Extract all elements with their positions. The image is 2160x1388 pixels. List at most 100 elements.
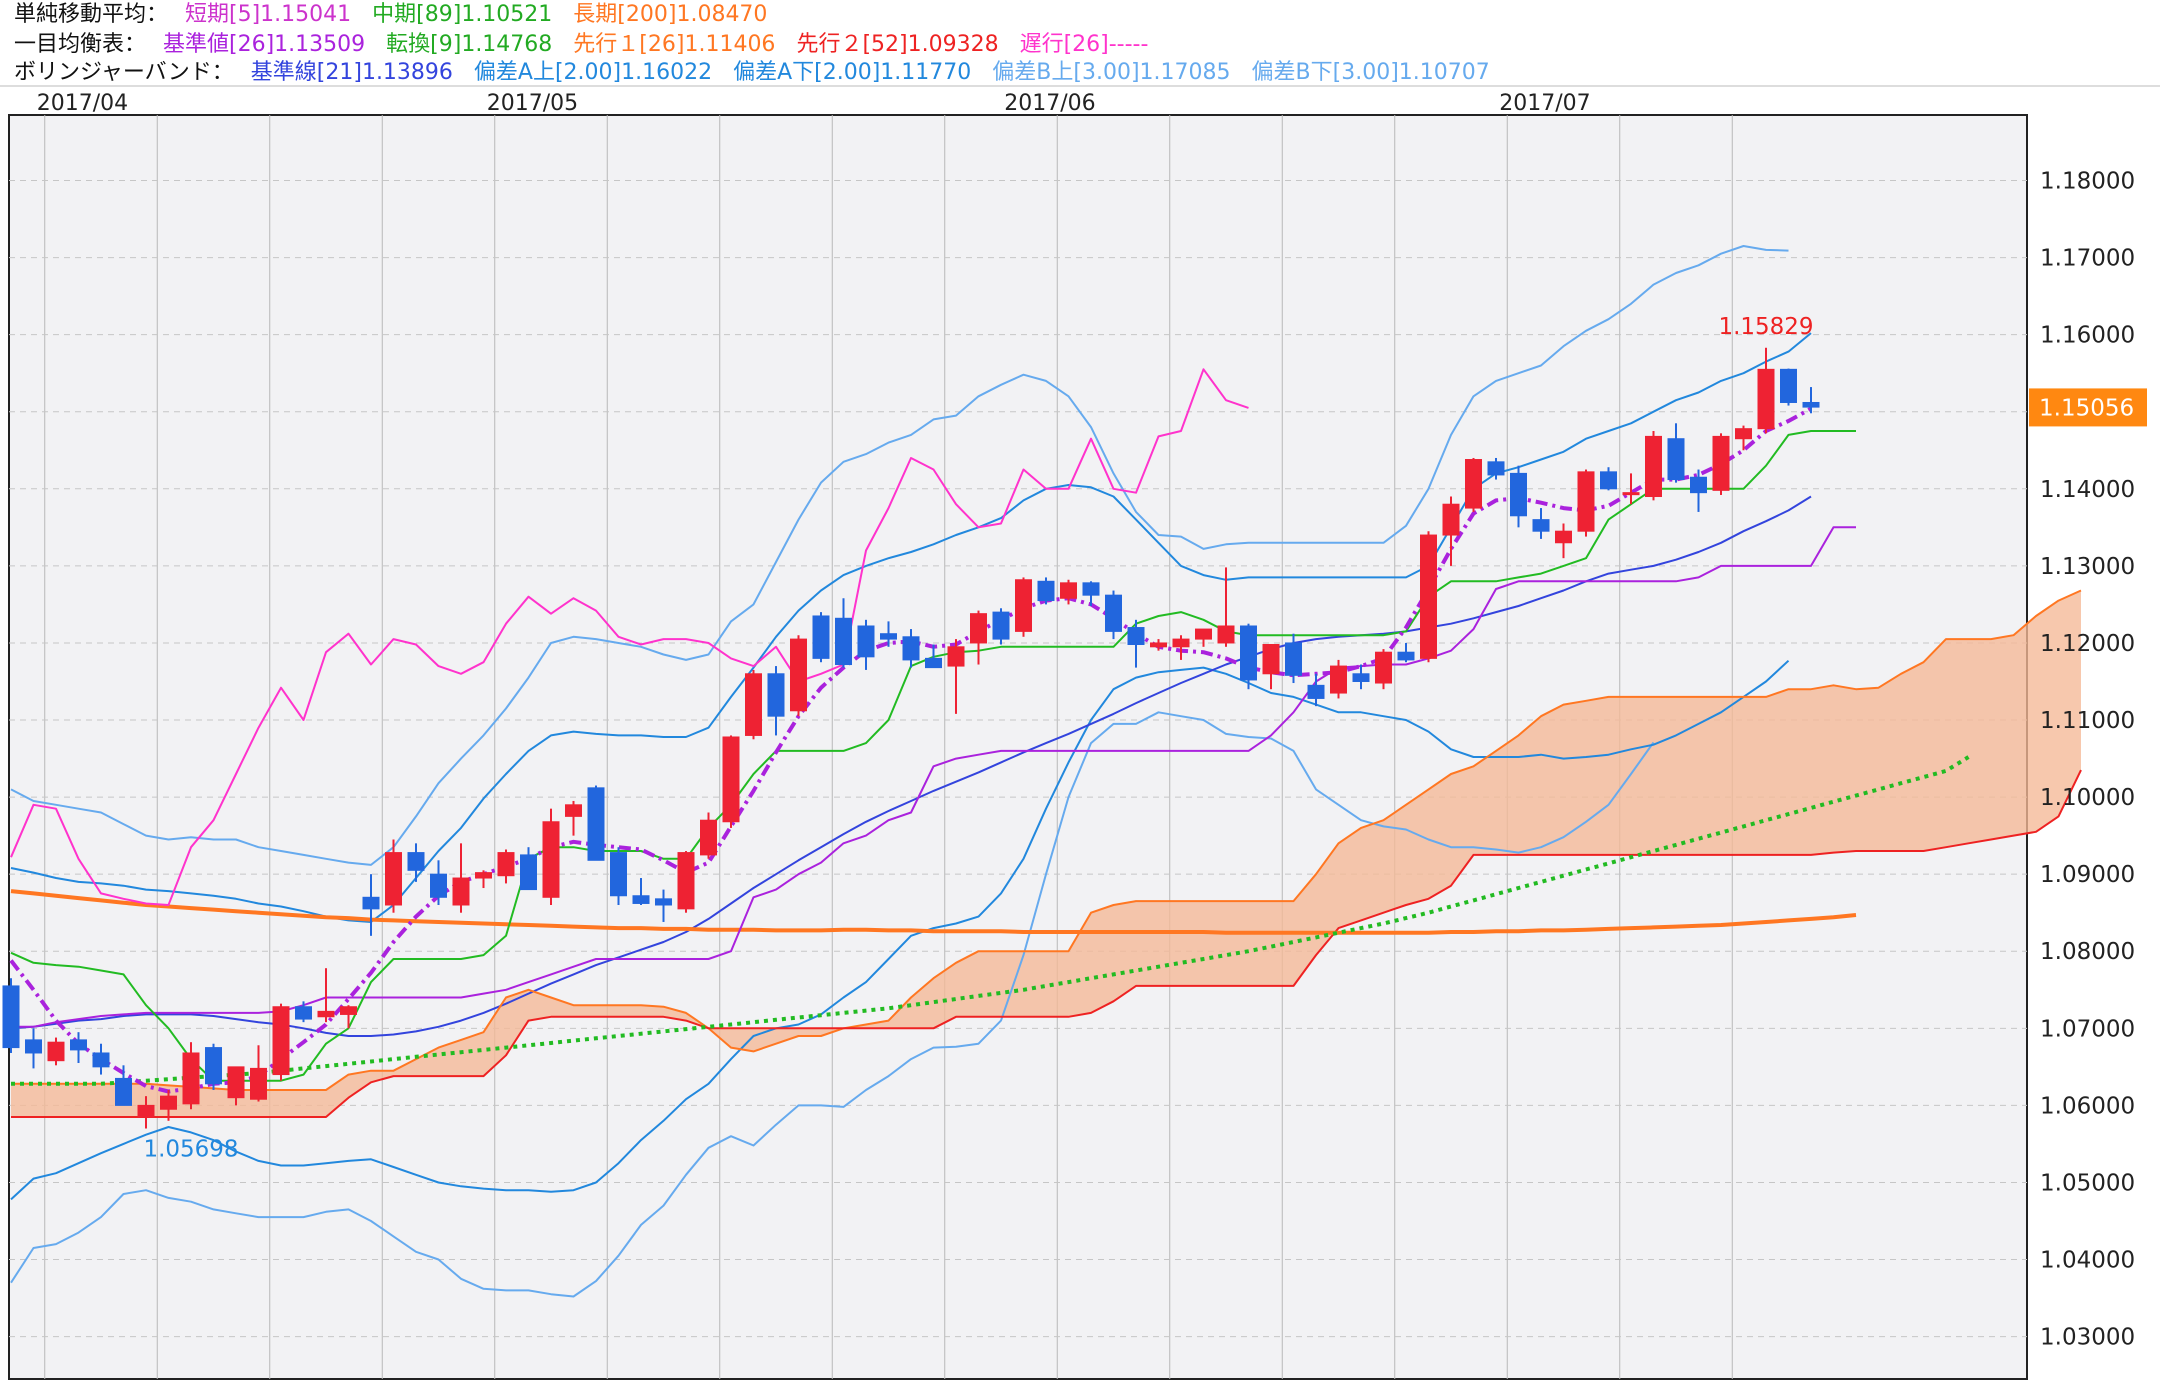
candle-down [1285, 633, 1302, 684]
candle-up [475, 870, 492, 889]
candle-body [1015, 579, 1032, 632]
y-tick-label: 1.10000 [2040, 785, 2135, 811]
candle-down [1510, 465, 1527, 528]
candle-up [1172, 635, 1190, 660]
candle-up [317, 968, 335, 1023]
legend-bb-b-upper: 偏差B上[3.00]1.17085 [992, 60, 1231, 85]
candle-body [722, 736, 740, 823]
candle-body [1780, 368, 1797, 403]
candle-down [1397, 642, 1415, 663]
candle-up [1757, 347, 1775, 434]
candle-body [1262, 643, 1280, 675]
legend-row-sma: 単純移動平均： 短期[5]1.15041 中期[89]1.10521 長期[20… [14, 0, 781, 30]
series-line [10, 495, 1812, 1037]
candle-up [1735, 425, 1752, 451]
candle-body [1757, 368, 1775, 430]
candle-up [745, 669, 762, 740]
candle-up [1217, 567, 1235, 647]
candle-body [137, 1104, 155, 1118]
candle-up [497, 849, 515, 884]
candle-up [250, 1045, 267, 1102]
candle-body [205, 1047, 222, 1085]
candle-body [857, 625, 875, 658]
candle-body [1082, 582, 1100, 596]
candle-body [812, 615, 830, 659]
series-line [10, 368, 1249, 906]
candle-down [1352, 664, 1370, 690]
candle-body [182, 1052, 200, 1105]
candle-body [340, 1006, 357, 1015]
price-annotation: 1.15829 [1718, 314, 1813, 340]
candle-body [2, 985, 20, 1049]
candle-body [610, 852, 627, 897]
legend-row-bollinger: ボリンジャーバンド： 基準線[21]1.13896 偏差A上[2.00]1.16… [14, 58, 1504, 88]
candle-down [880, 621, 897, 647]
series-line [10, 659, 1790, 1201]
candle-down [1780, 368, 1797, 406]
candle-down [205, 1043, 222, 1090]
candle-up [340, 1005, 357, 1029]
candle-up [1622, 473, 1640, 505]
legend-sma-mid: 中期[89]1.10521 [372, 2, 553, 27]
candle-down [115, 1065, 132, 1106]
legend-tenkan: 転換[9]1.14768 [386, 32, 553, 57]
candle-body [1307, 684, 1325, 699]
current-price-box [2029, 388, 2147, 427]
candle-up [47, 1037, 65, 1066]
candle-down [1667, 423, 1685, 483]
candle-up [970, 610, 987, 665]
legend-bb-b-lower: 偏差B下[3.00]1.10707 [1251, 60, 1490, 85]
candle-body [790, 638, 807, 712]
candle-down [362, 874, 380, 936]
candle-body [1577, 471, 1595, 532]
current-price-tag: 1.15056 [2029, 388, 2147, 427]
candle-body [1285, 642, 1302, 676]
candle-body [1600, 471, 1617, 490]
y-tick-label: 1.07000 [2040, 1016, 2135, 1042]
candle-body [1690, 476, 1707, 494]
candle-down [1082, 581, 1100, 606]
x-month-label: 2017/04 [37, 91, 128, 116]
candle-body [1802, 401, 1820, 408]
candle-down [812, 612, 830, 663]
candle-body [520, 854, 537, 891]
candle-up [1375, 649, 1392, 690]
y-tick-label: 1.06000 [2040, 1093, 2135, 1119]
candle-body [700, 819, 717, 856]
candle-body [1352, 673, 1370, 682]
legend-bb-a-lower: 偏差A下[2.00]1.11770 [733, 60, 972, 85]
y-tick-label: 1.14000 [2040, 477, 2135, 503]
candle-up [272, 1003, 290, 1081]
legend-row-ichimoku: 一目均衡表： 基準値[26]1.13509 転換[9]1.14768 先行１[2… [14, 30, 1162, 60]
legend-bb-mid: 基準線[21]1.13896 [250, 60, 453, 85]
candle-body [835, 617, 852, 666]
legend-ichimoku-label: 一目均衡表： [14, 32, 147, 57]
candle-down [632, 878, 650, 905]
y-tick-label: 1.04000 [2040, 1248, 2135, 1274]
candle-body [1240, 625, 1257, 681]
candlesticks [2, 347, 1820, 1129]
y-tick-label: 1.11000 [2040, 708, 2135, 734]
candle-down [610, 847, 627, 905]
candle-down [520, 847, 537, 891]
candle-up [722, 735, 740, 828]
candle-down [295, 1001, 312, 1023]
candle-body [947, 646, 965, 667]
y-tick-label: 1.13000 [2040, 554, 2135, 580]
candle-body [767, 673, 785, 717]
candle-down [25, 1028, 42, 1069]
candle-up [1555, 523, 1572, 559]
candle-body [632, 895, 650, 904]
current-price-label: 1.15056 [2039, 395, 2134, 421]
date-axis: 2017/04 2017/05 2017/06 2017/07 [37, 91, 1591, 116]
vertical-gridlines [44, 115, 1733, 1379]
series-line [11, 526, 1856, 1028]
candle-body [70, 1039, 87, 1051]
x-month-label: 2017/06 [1004, 91, 1095, 116]
candle-down [925, 644, 942, 669]
candle-up [565, 800, 582, 836]
candle-body [1037, 580, 1055, 602]
candle-down [2, 978, 20, 1053]
series-line [10, 889, 1857, 935]
